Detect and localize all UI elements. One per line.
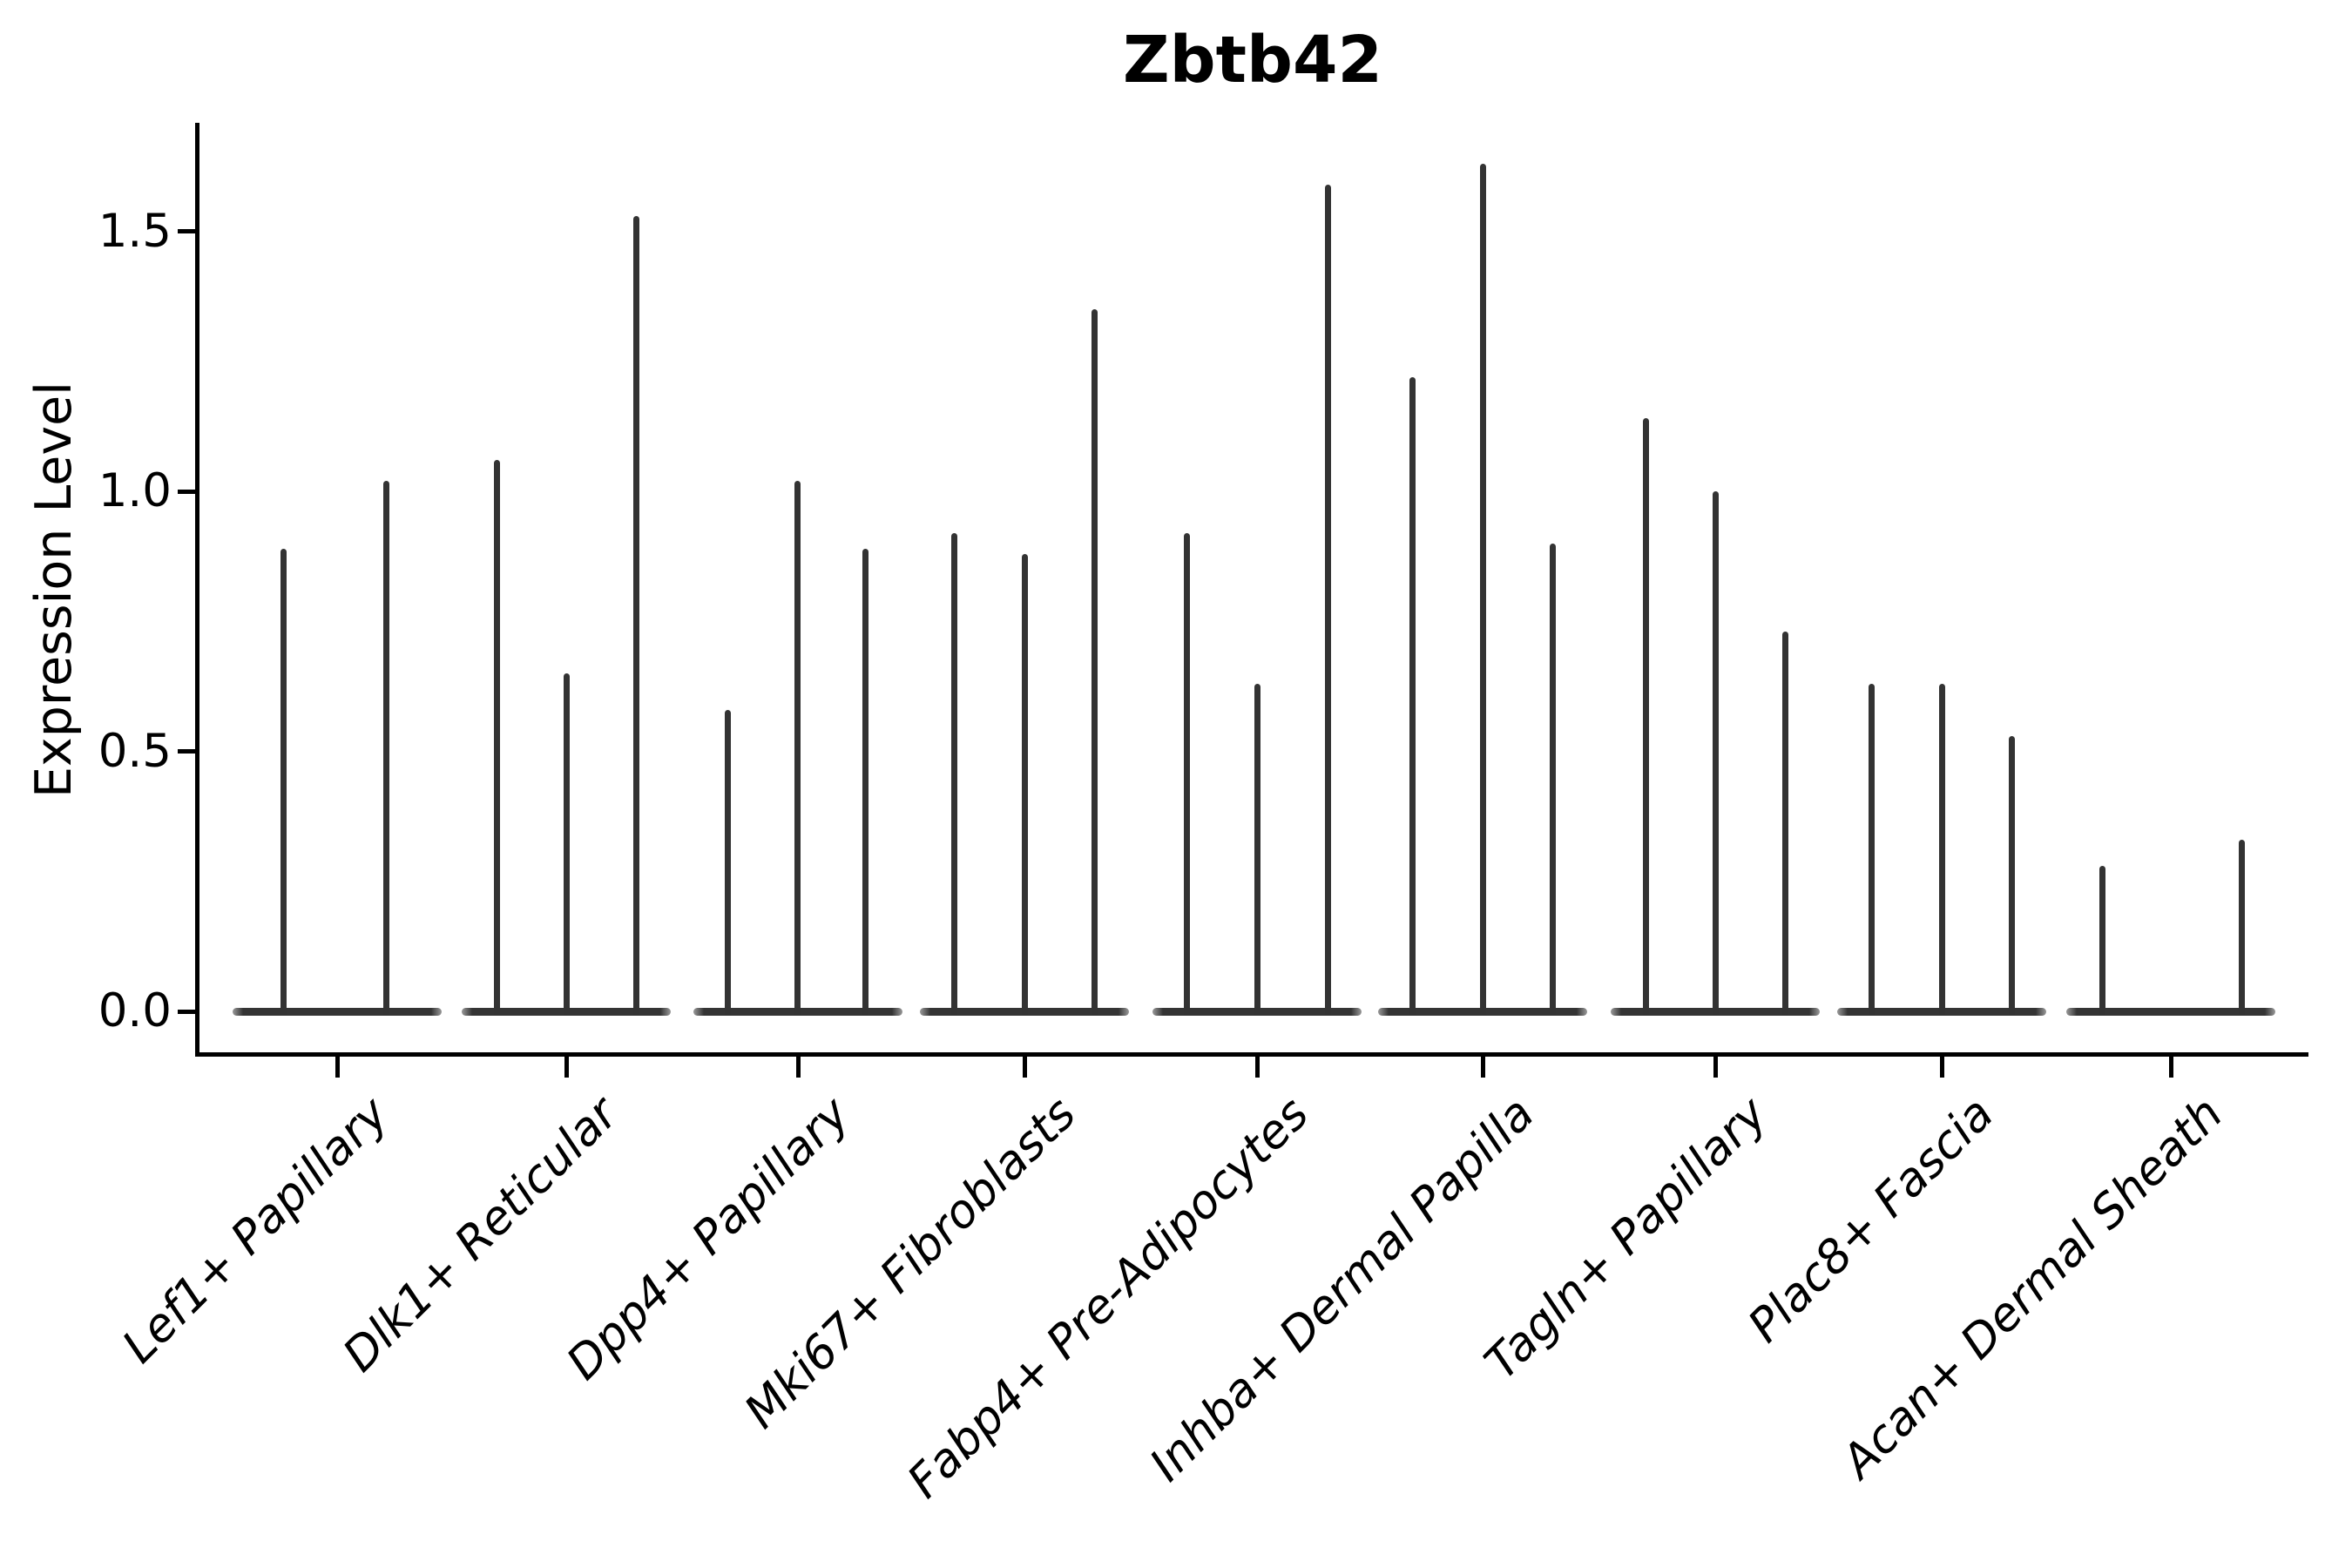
violin-spike (2008, 735, 2015, 1015)
x-tick-label: Acan+ Dermal Sheath (1831, 1087, 2234, 1489)
violin-spike (794, 481, 801, 1015)
violin-spike (563, 672, 570, 1015)
y-tick-label: 1.5 (98, 204, 172, 258)
x-tick-label: Fabp4+ Pre-Adipocytes (897, 1087, 1320, 1509)
violin-spike (724, 709, 731, 1015)
x-tick-label: Plac8+ Fascia (1738, 1087, 2004, 1353)
x-tick-mark (1713, 1057, 1718, 1078)
violin-spike (1781, 632, 1788, 1015)
violin-spike (493, 460, 500, 1015)
violin-spike (382, 481, 389, 1015)
x-tick-mark (1480, 1057, 1485, 1078)
violin-spike (950, 532, 957, 1015)
violin-spike (1183, 532, 1190, 1015)
plot-title: Zbtb42 (1123, 23, 1382, 98)
x-tick-mark (795, 1057, 801, 1078)
violin-spike (1642, 418, 1649, 1015)
violin-spike (1868, 683, 1875, 1015)
violin-spike (2238, 839, 2245, 1015)
violin-spike (1712, 491, 1719, 1015)
x-tick-mark (1254, 1057, 1260, 1078)
x-tick-mark (1939, 1057, 1944, 1078)
violin-spike (280, 548, 287, 1015)
axis-spine-left (195, 123, 199, 1057)
y-tick-mark (178, 229, 195, 233)
x-tick-label: Inhba+ Dermal Papilla (1139, 1087, 1545, 1492)
violin-base (2066, 1007, 2275, 1016)
violin-spike (1091, 309, 1098, 1015)
violin-spike (1409, 376, 1416, 1015)
y-tick-mark (178, 489, 195, 494)
y-tick-label: 0.0 (98, 984, 172, 1037)
violin-spike (1479, 163, 1486, 1015)
violin-spike (1549, 543, 1556, 1015)
y-tick-label: 0.5 (98, 724, 172, 778)
x-tick-mark (335, 1057, 340, 1078)
axis-spine-bottom (195, 1052, 2308, 1057)
y-tick-label: 1.0 (98, 464, 172, 517)
x-tick-mark (1022, 1057, 1027, 1078)
violin-spike (2099, 865, 2105, 1015)
violin-spike (1938, 683, 1945, 1015)
x-tick-mark (2168, 1057, 2173, 1078)
violin-spike (1021, 553, 1028, 1015)
violin-spike (632, 215, 639, 1015)
violin-base (233, 1007, 442, 1016)
y-tick-mark (178, 1009, 195, 1014)
violin-spike (1254, 683, 1260, 1015)
violin-spike (1324, 184, 1331, 1015)
y-tick-mark (178, 749, 195, 754)
x-tick-mark (564, 1057, 569, 1078)
violin-spike (862, 548, 868, 1015)
